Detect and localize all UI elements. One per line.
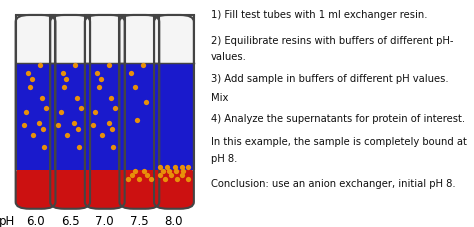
Bar xyxy=(85,16,125,64)
Text: values.: values. xyxy=(211,52,247,62)
Bar xyxy=(15,166,56,170)
Text: pH: pH xyxy=(0,214,15,227)
Bar xyxy=(85,64,125,170)
Bar xyxy=(50,16,90,64)
Bar xyxy=(16,64,55,170)
Bar xyxy=(119,166,160,170)
Text: In this example, the sample is completely bound at: In this example, the sample is completel… xyxy=(211,136,467,146)
FancyBboxPatch shape xyxy=(119,167,159,209)
Bar xyxy=(16,16,55,64)
Text: 6.5: 6.5 xyxy=(61,214,80,227)
Bar xyxy=(119,64,159,170)
Text: 4) Analyze the supernatants for protein of interest.: 4) Analyze the supernatants for protein … xyxy=(211,114,465,123)
Text: 1) Fill test tubes with 1 ml exchanger resin.: 1) Fill test tubes with 1 ml exchanger r… xyxy=(211,10,428,20)
Text: 3) Add sample in buffers of different pH values.: 3) Add sample in buffers of different pH… xyxy=(211,74,448,84)
Bar xyxy=(154,166,194,170)
Bar xyxy=(50,166,91,170)
Text: 6.0: 6.0 xyxy=(26,214,45,227)
Bar xyxy=(84,166,125,170)
Bar xyxy=(154,16,194,64)
Text: 8.0: 8.0 xyxy=(164,214,183,227)
Bar xyxy=(50,64,90,170)
Text: 7.0: 7.0 xyxy=(95,214,114,227)
Text: Mix: Mix xyxy=(211,93,228,103)
Text: Conclusion: use an anion exchanger, initial pH 8.: Conclusion: use an anion exchanger, init… xyxy=(211,178,456,188)
Text: 7.5: 7.5 xyxy=(130,214,149,227)
Bar xyxy=(119,16,159,64)
FancyBboxPatch shape xyxy=(50,167,90,209)
FancyBboxPatch shape xyxy=(16,167,55,209)
FancyBboxPatch shape xyxy=(85,167,125,209)
FancyBboxPatch shape xyxy=(154,167,194,209)
Text: 2) Equilibrate resins with buffers of different pH-: 2) Equilibrate resins with buffers of di… xyxy=(211,36,454,46)
Text: pH 8.: pH 8. xyxy=(211,153,237,163)
Bar xyxy=(154,64,194,170)
